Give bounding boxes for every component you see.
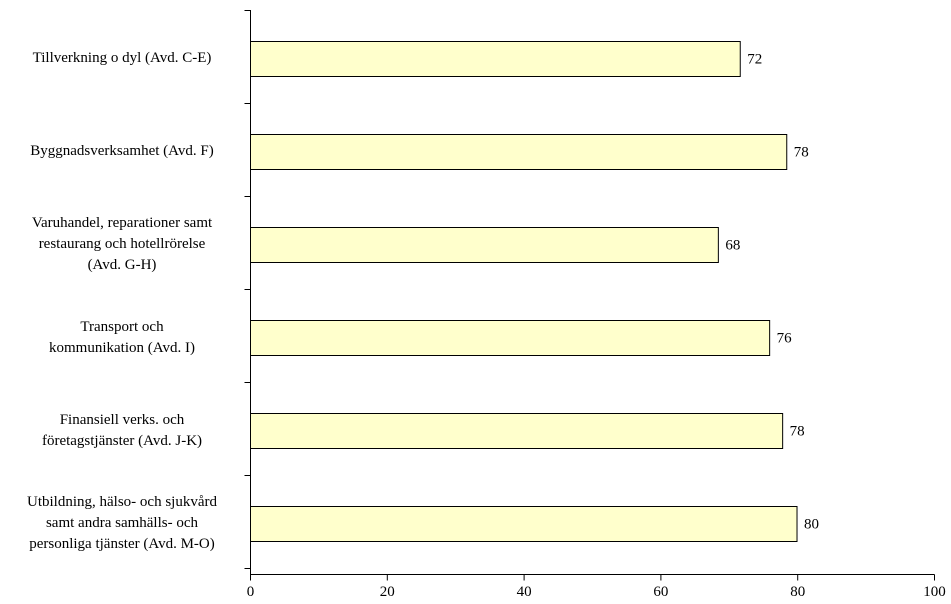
bars xyxy=(250,41,798,542)
value-label: 80 xyxy=(804,517,819,533)
value-label: 72 xyxy=(747,52,762,68)
x-tick-label: 40 xyxy=(517,584,532,600)
value-labels: 72 78 68 76 78 80 xyxy=(725,52,819,533)
value-label: 68 xyxy=(725,238,740,254)
bar xyxy=(250,506,798,542)
x-tick-label: 0 xyxy=(247,584,255,600)
bar xyxy=(250,320,771,356)
bar xyxy=(250,413,784,449)
category-label: Utbildning, hälso- och sjukvård samt and… xyxy=(27,494,217,552)
y-axis-ticks xyxy=(244,10,251,569)
category-label: Byggnadsverksamhet (Avd. F) xyxy=(30,143,214,159)
category-label: Tillverkning o dyl (Avd. C-E) xyxy=(32,50,212,66)
x-axis-ticks: 0 20 40 60 80 100 xyxy=(247,574,946,600)
x-tick-label: 100 xyxy=(923,584,946,600)
x-tick-label: 20 xyxy=(380,584,395,600)
bar xyxy=(250,41,741,77)
category-label: Finansiell verks. och företagstjänster (… xyxy=(41,411,203,449)
value-label: 78 xyxy=(790,424,805,440)
x-tick-label: 60 xyxy=(653,584,668,600)
value-label: 76 xyxy=(777,331,793,347)
value-label: 78 xyxy=(794,145,809,161)
bar xyxy=(250,134,788,170)
category-label: Transport och kommunikation (Avd. I) xyxy=(49,318,195,356)
bar xyxy=(250,227,719,263)
x-tick-label: 80 xyxy=(790,584,805,600)
category-label: Varuhandel, reparationer samt restaurang… xyxy=(31,215,213,273)
